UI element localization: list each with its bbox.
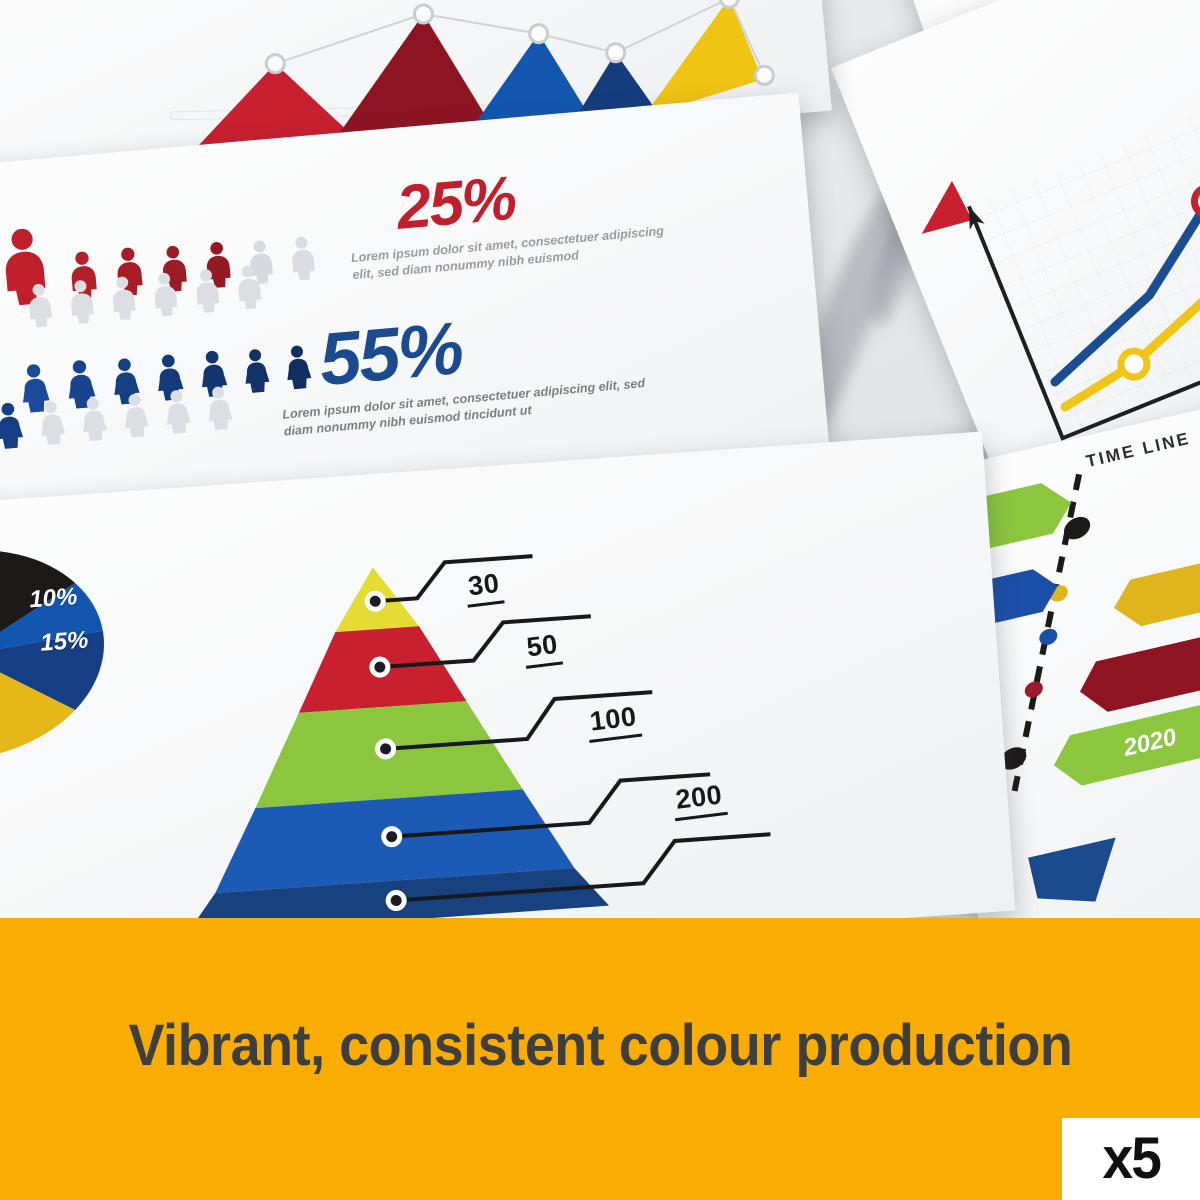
banner-tagline: Vibrant, consistent colour production <box>128 1012 1072 1078</box>
pyramid-label-100: 100 <box>585 700 642 743</box>
female-icon <box>117 247 143 296</box>
male-icon-inactive <box>208 386 233 431</box>
area-peak-4 <box>573 52 660 121</box>
area-peak-3 <box>471 33 592 129</box>
pyramid-label-30: 30 <box>463 567 505 608</box>
pictogram-value-male: 55% <box>316 306 465 402</box>
area-peak-2 <box>337 14 492 137</box>
pie-label-10: 10% <box>28 583 79 614</box>
female-icon-inactive <box>71 280 94 324</box>
marketing-banner: Vibrant, consistent colour production x5 <box>0 918 1200 1200</box>
pie-chart <box>0 550 104 760</box>
pictogram-row-female-ghost <box>20 264 269 329</box>
pie-slice-10 <box>0 582 103 656</box>
area-connector-line <box>274 0 766 76</box>
quantity-badge-label: x5 <box>1102 1126 1161 1191</box>
male-icon <box>245 349 270 393</box>
area-chart <box>169 0 775 152</box>
pyramid-marker <box>364 590 386 612</box>
area-marker <box>412 3 434 25</box>
area-marker <box>753 64 775 86</box>
pyramid-leader-5 <box>396 832 771 903</box>
male-icon-inactive <box>166 390 191 434</box>
pyramid-leader-1 <box>375 554 533 604</box>
pie-slice-15 <box>0 630 104 710</box>
female-icon <box>206 242 231 288</box>
pie-slice-60 <box>0 655 76 760</box>
male-icon <box>287 345 312 390</box>
male-icon-inactive <box>83 397 108 442</box>
pyramid-marker <box>369 656 391 678</box>
marker-yellow <box>1117 347 1151 381</box>
pyramid-leader-4 <box>391 772 711 839</box>
male-icon-active-small <box>0 402 24 449</box>
line-chart <box>967 79 1200 441</box>
male-icon-inactive <box>41 401 66 445</box>
pictogram-row-male-ghost <box>0 383 239 450</box>
area-marker <box>264 53 286 75</box>
marker-red <box>1190 183 1200 219</box>
photo-area: 125 TIME LINE 2019 2020 <box>0 0 1200 918</box>
area-marker <box>605 42 627 64</box>
female-icon-inactive <box>113 276 136 321</box>
pyramid-label-200: 200 <box>670 779 728 822</box>
female-icon-inactive <box>292 236 315 281</box>
line-series-blue <box>1050 196 1200 387</box>
female-icon <box>163 245 187 292</box>
female-icon-inactive <box>196 269 220 313</box>
paper-sheet-line-chart: 125 <box>831 0 1200 560</box>
pyramid-chart <box>186 554 771 918</box>
pie-slice-35 <box>0 550 76 656</box>
female-icon-inactive <box>154 272 178 317</box>
pyramid-leader-3 <box>385 690 653 751</box>
paper-sheet-pie-pyramid: 35% 10% 15% 60% 0% <box>0 431 1016 918</box>
female-icon-inactive <box>250 240 273 284</box>
area-peak-1 <box>192 63 353 152</box>
pictogram-value-female: 25% <box>393 163 518 243</box>
area-marker <box>718 0 740 9</box>
female-icon-inactive <box>29 283 52 328</box>
pyramid-marker <box>375 738 397 760</box>
female-icon-inactive <box>238 265 262 310</box>
pyramid-marker <box>385 890 407 912</box>
paper-sheet-area-chart <box>0 0 832 189</box>
pie-label-15: 15% <box>39 626 90 657</box>
area-marker <box>528 23 550 45</box>
line-series-yellow <box>1060 175 1200 412</box>
pyramid-label-50: 50 <box>521 628 564 669</box>
pyramid-marker <box>381 826 403 848</box>
male-icon <box>23 364 50 413</box>
pyramid-leader-2 <box>379 614 591 670</box>
male-icon-inactive <box>124 393 149 438</box>
paper-sheet-pictogram: 25% Lorem ipsum dolor sit amet, consecte… <box>0 92 839 628</box>
area-peak-5 <box>643 0 763 117</box>
timeline-chip-label: 2020 <box>1120 723 1179 762</box>
quantity-badge: x5 <box>1062 1118 1200 1200</box>
